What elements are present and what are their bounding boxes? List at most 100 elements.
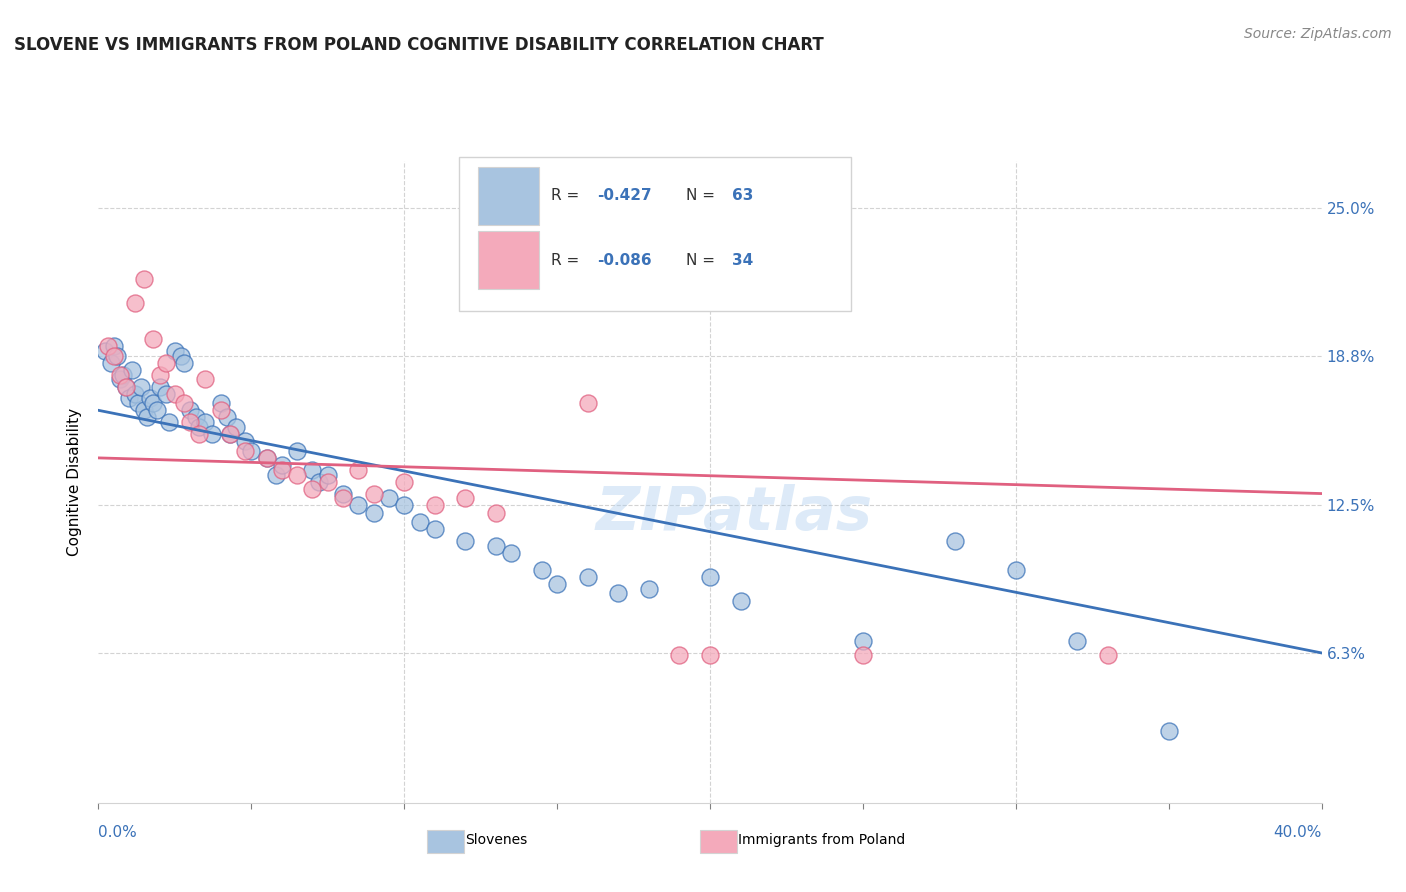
Point — [115, 379, 138, 393]
Point — [240, 443, 263, 458]
Text: 34: 34 — [733, 252, 754, 268]
Point — [108, 372, 131, 386]
Point — [730, 593, 752, 607]
Text: Source: ZipAtlas.com: Source: ZipAtlas.com — [1244, 27, 1392, 41]
Point — [105, 349, 128, 363]
Point — [124, 296, 146, 310]
Point — [103, 339, 125, 353]
Point — [157, 415, 180, 429]
Point — [134, 272, 156, 286]
Point — [139, 392, 162, 406]
Text: N =: N = — [686, 188, 720, 203]
Point — [301, 463, 323, 477]
Text: -0.086: -0.086 — [598, 252, 652, 268]
Point — [115, 379, 138, 393]
Point — [179, 415, 201, 429]
Point — [129, 379, 152, 393]
Point — [408, 515, 430, 529]
Text: SLOVENE VS IMMIGRANTS FROM POLAND COGNITIVE DISABILITY CORRELATION CHART: SLOVENE VS IMMIGRANTS FROM POLAND COGNIT… — [14, 36, 824, 54]
Point — [121, 363, 143, 377]
Text: 0.0%: 0.0% — [98, 825, 138, 840]
Point — [194, 415, 217, 429]
Point — [219, 427, 242, 442]
Point — [149, 368, 172, 382]
FancyBboxPatch shape — [478, 231, 538, 289]
Point — [852, 634, 875, 648]
Point — [163, 343, 186, 358]
Point — [93, 343, 115, 358]
Point — [173, 396, 195, 410]
Point — [852, 648, 875, 663]
Point — [454, 491, 477, 506]
FancyBboxPatch shape — [478, 167, 538, 225]
Point — [103, 349, 125, 363]
Point — [209, 396, 232, 410]
Point — [347, 463, 370, 477]
Point — [270, 458, 292, 472]
Point — [316, 467, 339, 482]
Point — [363, 486, 385, 500]
Point — [485, 506, 508, 520]
Point — [209, 403, 232, 417]
Point — [637, 582, 661, 596]
Point — [97, 339, 120, 353]
Point — [145, 403, 167, 417]
Point — [142, 332, 165, 346]
Point — [188, 420, 211, 434]
Text: Slovenes: Slovenes — [465, 833, 527, 847]
Point — [233, 434, 256, 449]
Point — [233, 443, 256, 458]
Point — [194, 372, 217, 386]
Point — [332, 486, 354, 500]
Point — [219, 427, 242, 442]
Point — [392, 475, 416, 489]
Point — [264, 467, 287, 482]
Point — [392, 499, 416, 513]
Point — [699, 648, 721, 663]
Point — [378, 491, 401, 506]
Point — [111, 368, 134, 382]
Point — [200, 427, 222, 442]
Point — [576, 570, 599, 584]
Point — [225, 420, 247, 434]
Point — [256, 450, 278, 465]
Point — [188, 427, 211, 442]
Point — [256, 450, 278, 465]
Point — [576, 396, 599, 410]
Point — [136, 410, 159, 425]
Point — [454, 534, 477, 549]
Text: R =: R = — [551, 252, 583, 268]
Point — [363, 506, 385, 520]
Point — [285, 443, 308, 458]
Point — [530, 563, 553, 577]
Point — [127, 396, 149, 410]
Point — [124, 386, 146, 401]
Y-axis label: Cognitive Disability: Cognitive Disability — [67, 408, 83, 556]
Text: 63: 63 — [733, 188, 754, 203]
Point — [699, 570, 721, 584]
Point — [308, 475, 330, 489]
FancyBboxPatch shape — [460, 157, 851, 311]
Point — [108, 368, 131, 382]
Point — [668, 648, 690, 663]
Point — [155, 356, 177, 370]
Point — [546, 577, 568, 591]
Point — [173, 356, 195, 370]
Point — [170, 349, 193, 363]
Point — [347, 499, 370, 513]
Point — [501, 546, 523, 560]
Point — [1004, 563, 1026, 577]
Point — [118, 392, 141, 406]
Point — [607, 586, 630, 600]
Point — [301, 482, 323, 496]
Text: R =: R = — [551, 188, 583, 203]
Text: N =: N = — [686, 252, 720, 268]
Text: Immigrants from Poland: Immigrants from Poland — [738, 833, 905, 847]
Text: 40.0%: 40.0% — [1274, 825, 1322, 840]
Point — [149, 379, 172, 393]
Point — [142, 396, 165, 410]
Point — [1097, 648, 1119, 663]
Point — [943, 534, 966, 549]
Point — [423, 522, 446, 536]
Point — [155, 386, 177, 401]
